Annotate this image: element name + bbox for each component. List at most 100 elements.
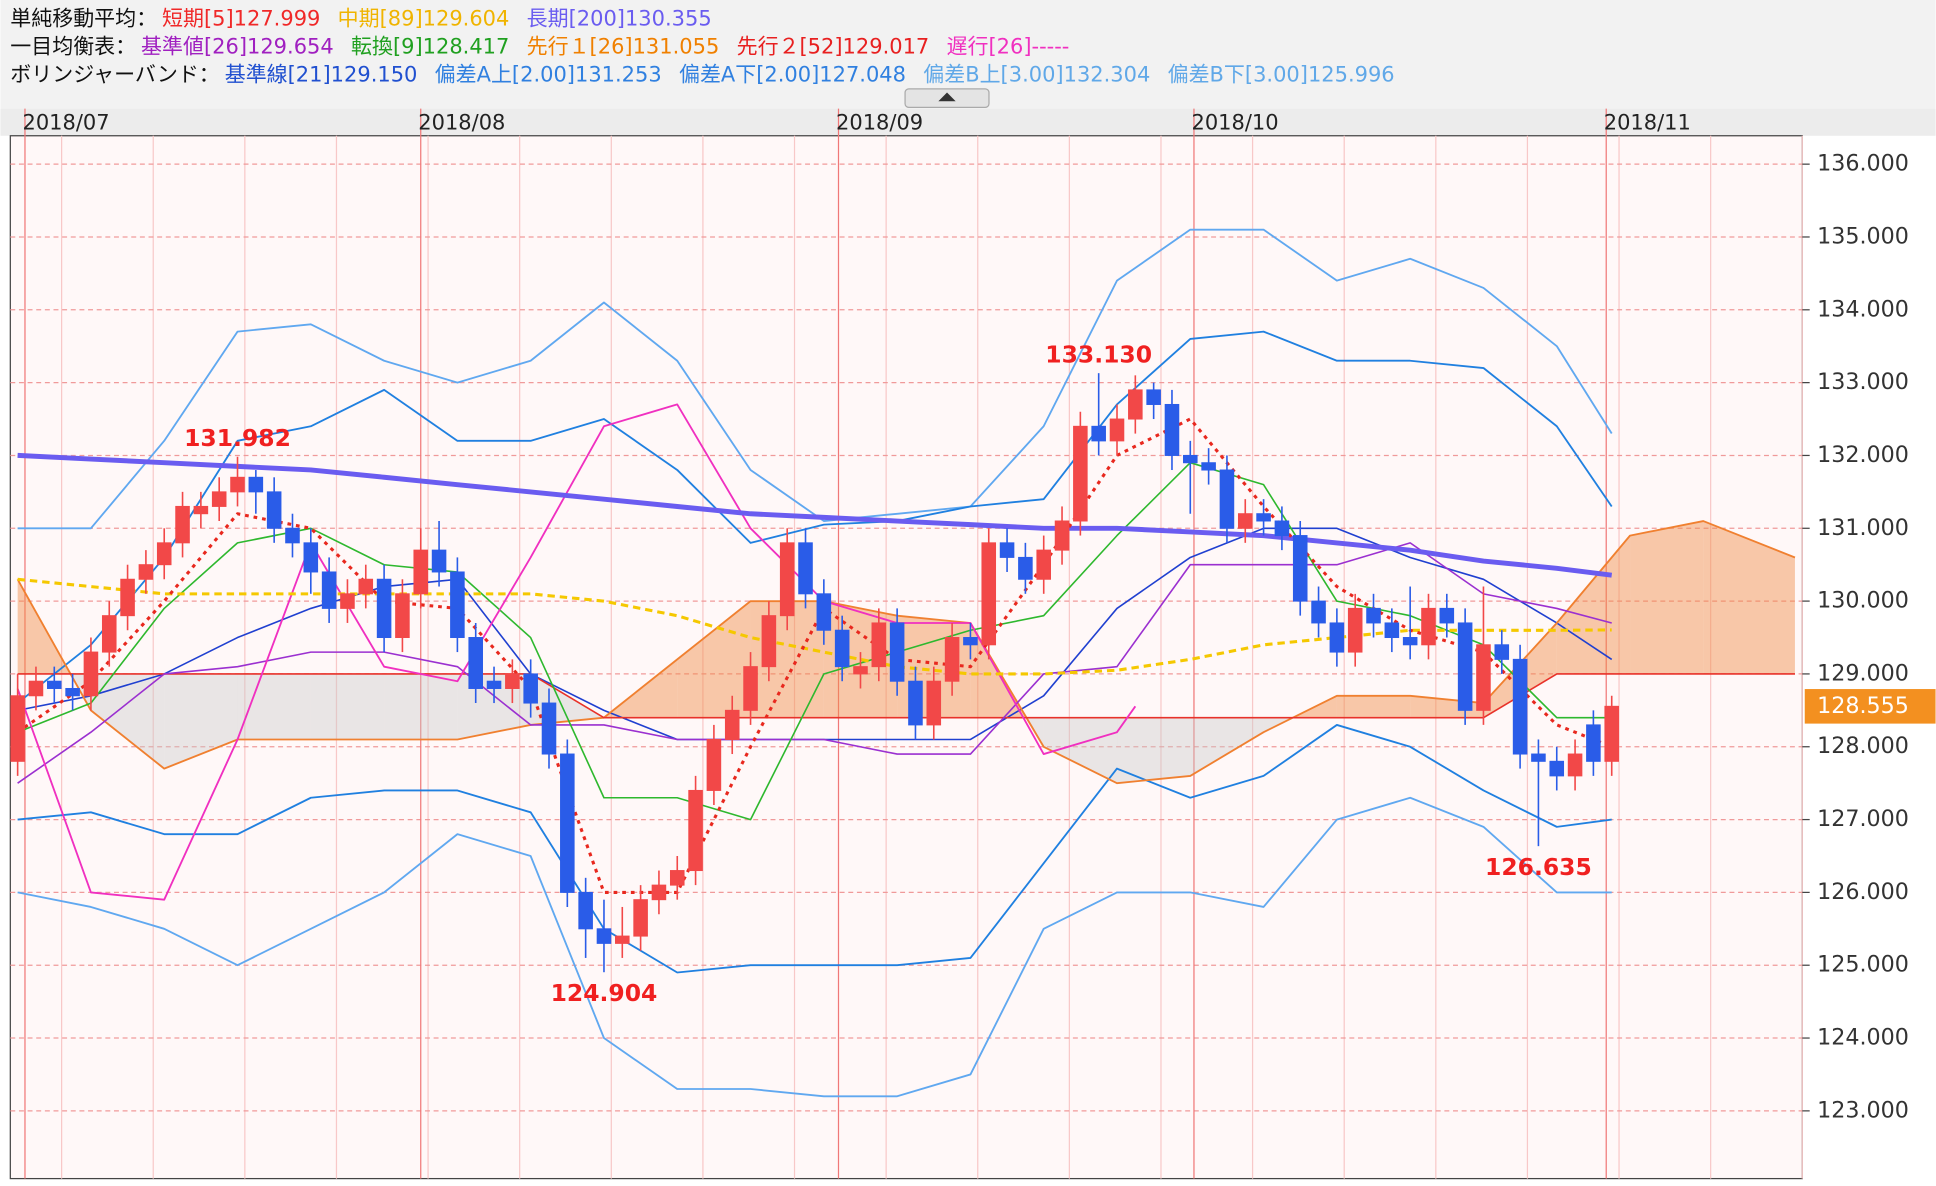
candle-body	[981, 542, 997, 646]
candle-body	[1054, 520, 1070, 551]
candle-body	[505, 673, 520, 689]
y-tick-label: 132.000	[1817, 442, 1909, 468]
cloud	[237, 673, 311, 740]
candle-body	[156, 542, 172, 566]
candle-body	[101, 615, 117, 653]
candle-body	[743, 666, 758, 711]
candle-body	[1402, 637, 1418, 646]
candle-body	[450, 571, 465, 639]
candle-body	[633, 899, 648, 937]
y-tick-label: 135.000	[1817, 223, 1909, 249]
candle-body	[1109, 418, 1125, 442]
candle-body	[321, 571, 337, 609]
candle-body	[83, 651, 99, 697]
candle-body	[340, 593, 355, 609]
legend-label: 一目均衡表：	[10, 35, 136, 59]
x-tick-label: 2018/11	[1604, 110, 1691, 134]
candle-body	[376, 578, 392, 639]
cloud	[677, 601, 751, 718]
candle-body	[248, 476, 264, 493]
legend-item: 基準値[26]129.654	[141, 35, 334, 59]
candle-body	[560, 753, 575, 893]
candle-body	[486, 680, 502, 689]
price-annotation: 131.982	[184, 424, 291, 452]
candle-body	[908, 680, 923, 726]
y-tick-label: 130.000	[1817, 588, 1909, 614]
indicator-line	[17, 228, 1613, 530]
cloud	[1630, 520, 1704, 674]
price-annotation: 124.904	[551, 979, 658, 1007]
cloud	[1336, 695, 1411, 718]
legend-item: 短期[5]127.999	[162, 7, 320, 31]
candle-body	[706, 738, 722, 791]
candle-body	[798, 542, 813, 595]
candle-body	[541, 702, 557, 755]
candle-body	[1036, 549, 1051, 580]
candle-body	[120, 578, 135, 617]
candle-body	[1439, 607, 1455, 624]
candle-body	[358, 578, 374, 595]
candle-body	[688, 789, 703, 872]
candle-body	[1476, 644, 1491, 711]
indicator-line	[17, 724, 1612, 974]
candle-body	[1274, 520, 1290, 537]
legend-item: 中期[89]129.604	[338, 7, 510, 31]
last-price-box	[1804, 689, 1936, 724]
candle-body	[28, 680, 44, 697]
cloud	[310, 673, 385, 740]
month-bar	[0, 108, 1936, 136]
candle-body	[853, 666, 868, 675]
candle-body	[1604, 705, 1619, 762]
indicator-line	[17, 796, 1612, 1098]
candle-body	[1073, 425, 1088, 522]
candle-body	[1018, 556, 1033, 580]
candle-body	[944, 637, 960, 682]
y-tick-label: 129.000	[1817, 660, 1909, 686]
candle-body	[1567, 753, 1583, 777]
cloud	[384, 673, 458, 740]
candle-body	[834, 629, 850, 668]
x-tick-label: 2018/07	[23, 110, 110, 134]
indicator-line	[17, 542, 1612, 784]
candle-body	[926, 680, 942, 726]
candle-body	[1201, 462, 1216, 471]
candle-body	[303, 542, 319, 573]
y-tick-label: 123.000	[1817, 1097, 1909, 1123]
candle-body	[413, 549, 429, 595]
legend-item: 転換[9]128.417	[351, 35, 509, 59]
cloud	[1117, 717, 1191, 784]
candle-body	[999, 542, 1015, 558]
last-price-label: 128.555	[1817, 693, 1909, 719]
cloud	[1556, 535, 1631, 674]
candle-body	[1457, 622, 1473, 711]
candle-body	[1183, 454, 1198, 464]
candle-body	[779, 542, 795, 617]
candle-body	[1531, 753, 1546, 762]
candle-body	[230, 476, 245, 493]
candle-body	[724, 709, 740, 740]
candle-body	[10, 695, 25, 762]
price-annotation: 133.130	[1045, 340, 1152, 368]
cloud	[1190, 717, 1264, 776]
y-tick-label: 124.000	[1817, 1025, 1909, 1051]
y-tick-label: 125.000	[1817, 952, 1909, 978]
legend-item: 偏差B上[3.00]132.304	[923, 62, 1150, 86]
candle-body	[1292, 535, 1308, 602]
legend-item: 偏差A上[2.00]131.253	[435, 62, 662, 86]
price-annotation: 126.635	[1485, 853, 1592, 881]
candle-body	[138, 564, 154, 580]
labels: 単純移動平均： 短期[5]127.999 中期[89]129.604 長期[200]1…	[10, 7, 1936, 1123]
candle-body	[1164, 403, 1180, 456]
candle-body	[285, 527, 300, 544]
legend-item: 長期[200]130.355	[527, 7, 712, 31]
legend-item: 偏差B下[3.00]125.996	[1168, 62, 1395, 86]
candle-body	[1329, 622, 1345, 653]
y-tick-label: 133.000	[1817, 369, 1909, 395]
candle-body	[1311, 600, 1326, 624]
candle-body	[669, 870, 685, 886]
candle-body	[175, 505, 190, 544]
indicator-line	[17, 330, 1613, 704]
cloud	[164, 673, 238, 769]
legend-label: 単純移動平均：	[10, 7, 157, 31]
